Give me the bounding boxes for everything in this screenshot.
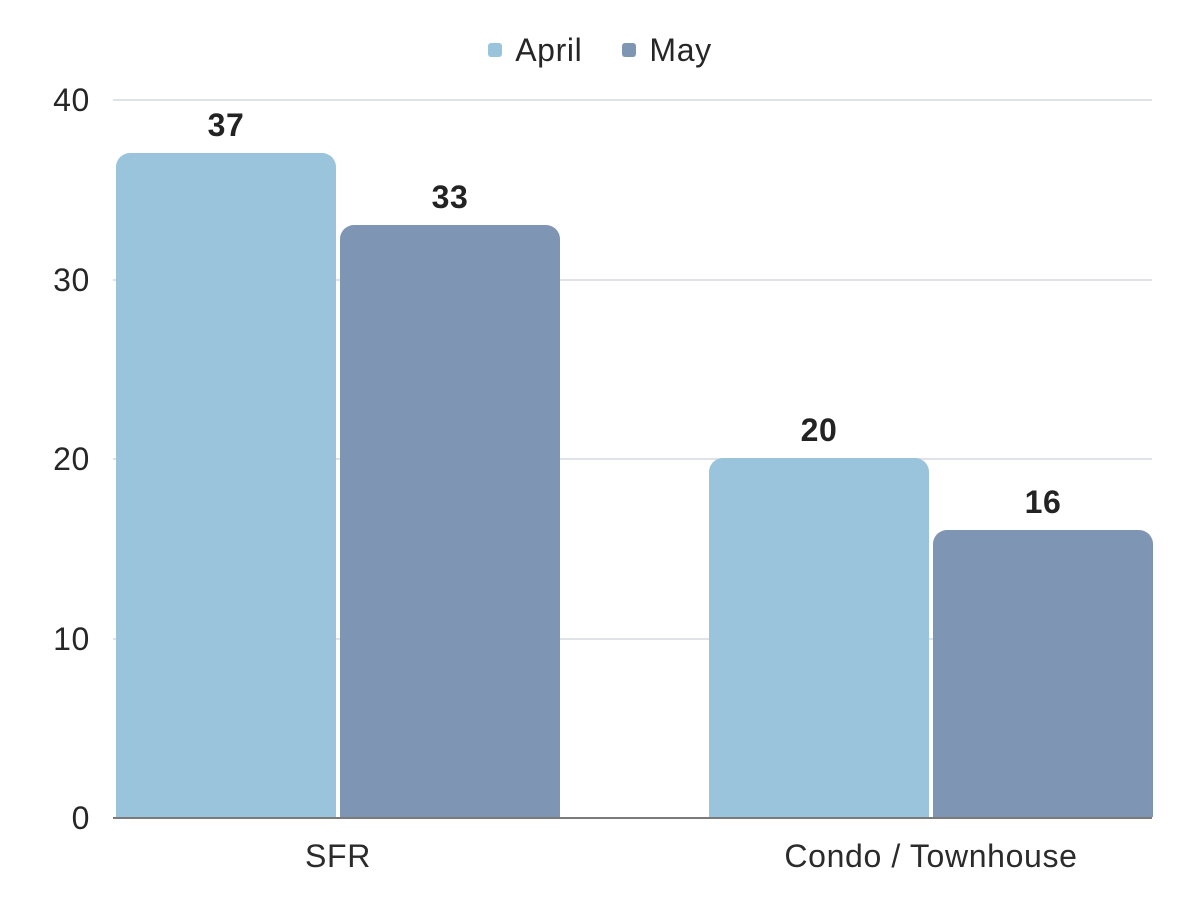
bar-april-sfr [116,152,336,817]
value-label-may-condo-townhouse: 16 [1024,483,1062,520]
bar-april-condo-townhouse [709,458,929,817]
gridline-20 [113,458,1152,460]
bar-may-condo-townhouse [933,529,1153,817]
april-swatch-icon [488,43,503,57]
gridline-40 [113,99,1152,101]
legend-item-april[interactable]: April [488,34,582,66]
value-label-april-condo-townhouse: 20 [800,412,838,448]
category-label-condo-townhouse: Condo / Townhouse [784,838,1078,874]
y-tick-10: 10 [53,620,90,657]
y-tick-20: 20 [53,441,90,477]
y-tick-30: 30 [53,261,90,298]
legend-label-april: April [515,32,583,68]
gridline-10 [113,637,1152,640]
gridline-30 [113,278,1152,281]
value-label-april-sfr: 37 [207,106,245,143]
y-tick-40: 40 [53,82,90,118]
x-axis-line [113,817,1152,819]
legend-label-may: May [649,32,712,68]
legend-item-may[interactable]: May [622,34,711,66]
value-label-may-sfr: 33 [431,178,469,215]
may-swatch-icon [622,43,637,57]
chart-legend: April May [0,34,1200,66]
category-label-sfr: SFR [305,838,371,874]
y-tick-0: 0 [71,800,90,836]
bar-may-sfr [340,224,560,817]
